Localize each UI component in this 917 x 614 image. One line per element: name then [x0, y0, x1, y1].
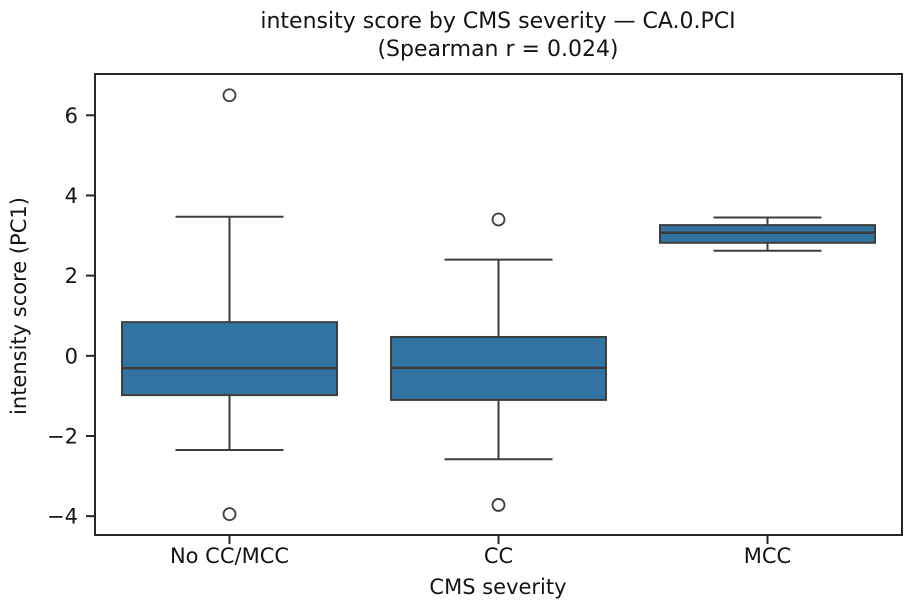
- category-label: CC: [484, 544, 513, 568]
- outlier-point: [491, 212, 506, 227]
- box-mcc: [659, 216, 876, 252]
- x-axis-label: CMS severity: [429, 575, 566, 599]
- y-tick-label: 0: [65, 344, 78, 368]
- box-no-cc-mcc: [121, 88, 338, 522]
- y-tick-label: −2: [47, 424, 78, 448]
- y-tick-label: 4: [65, 184, 78, 208]
- y-tick-label: −4: [47, 505, 78, 529]
- chart-title-line1: intensity score by CMS severity — CA.0.P…: [260, 9, 735, 34]
- box-cc: [390, 212, 607, 512]
- plot-graphics: 6 4 2 0 −2 −4 No CC/MCC CC MCC: [47, 73, 903, 568]
- category-label: No CC/MCC: [170, 544, 289, 568]
- y-tick-label: 2: [65, 264, 78, 288]
- category-label: MCC: [744, 544, 791, 568]
- outlier-point: [222, 88, 237, 103]
- outlier-point: [222, 507, 237, 522]
- outlier-point: [491, 498, 506, 512]
- chart-title-line2: (Spearman r = 0.024): [377, 37, 618, 62]
- box-rect: [659, 224, 876, 244]
- y-axis-label: intensity score (PC1): [7, 197, 31, 415]
- box-rect: [121, 321, 338, 397]
- y-tick-label: 6: [65, 104, 78, 128]
